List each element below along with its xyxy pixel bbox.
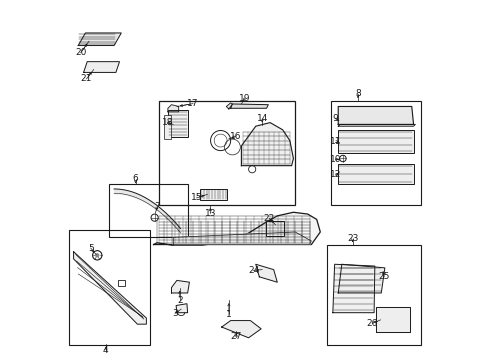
Polygon shape: [338, 125, 416, 126]
Polygon shape: [84, 62, 120, 72]
Polygon shape: [376, 307, 410, 332]
Polygon shape: [338, 264, 385, 293]
Polygon shape: [231, 104, 269, 108]
Bar: [266, 221, 285, 235]
Text: 7: 7: [154, 202, 160, 211]
Bar: [168, 110, 188, 137]
Bar: [338, 164, 414, 184]
Text: 23: 23: [347, 234, 358, 243]
Bar: [109, 184, 188, 237]
Text: 26: 26: [367, 319, 378, 328]
Polygon shape: [176, 304, 188, 313]
Polygon shape: [242, 123, 294, 166]
Text: 22: 22: [264, 214, 275, 223]
Polygon shape: [173, 232, 311, 244]
Text: 1: 1: [226, 310, 232, 319]
Polygon shape: [74, 252, 147, 324]
Text: 2: 2: [177, 296, 183, 305]
Text: 17: 17: [187, 99, 199, 108]
Text: 27: 27: [231, 332, 242, 341]
Text: 16: 16: [230, 132, 242, 141]
Text: 5: 5: [88, 244, 94, 253]
Bar: [118, 280, 125, 286]
Text: 8: 8: [355, 89, 361, 98]
Text: 10: 10: [330, 155, 341, 164]
Text: 13: 13: [204, 209, 216, 218]
Text: 6: 6: [133, 175, 139, 184]
Text: 24: 24: [248, 266, 259, 275]
Polygon shape: [226, 103, 232, 109]
Bar: [159, 101, 295, 205]
Polygon shape: [153, 212, 320, 245]
Polygon shape: [333, 264, 375, 313]
Polygon shape: [168, 105, 179, 112]
Text: 21: 21: [81, 75, 92, 84]
Text: 3: 3: [172, 309, 178, 318]
Circle shape: [95, 253, 99, 257]
Text: 12: 12: [330, 171, 341, 180]
Text: 20: 20: [75, 48, 86, 57]
Bar: [164, 116, 171, 139]
Text: 11: 11: [330, 137, 341, 146]
Bar: [338, 130, 414, 153]
Text: 15: 15: [191, 193, 202, 202]
Text: 25: 25: [378, 272, 390, 281]
Text: 4: 4: [103, 346, 109, 355]
Text: 18: 18: [162, 118, 173, 127]
Bar: [327, 244, 421, 345]
Text: 9: 9: [333, 114, 338, 123]
Text: 14: 14: [257, 114, 268, 123]
Bar: [331, 101, 421, 205]
Polygon shape: [172, 280, 190, 293]
Text: 19: 19: [239, 94, 250, 103]
Bar: [200, 189, 227, 200]
Polygon shape: [256, 264, 277, 282]
Polygon shape: [338, 107, 414, 125]
Bar: [69, 230, 150, 345]
Polygon shape: [78, 33, 122, 45]
Polygon shape: [221, 320, 261, 338]
